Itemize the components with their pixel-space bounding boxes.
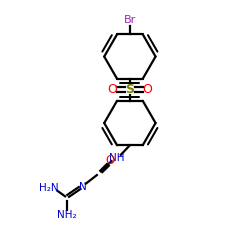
Text: N: N	[79, 182, 87, 192]
Text: NH: NH	[109, 153, 124, 163]
Text: Br: Br	[124, 14, 136, 24]
Text: H₂N: H₂N	[39, 183, 58, 193]
Text: O: O	[142, 83, 152, 96]
Text: S: S	[126, 83, 134, 96]
Text: NH₂: NH₂	[57, 210, 77, 220]
Text: O: O	[107, 83, 117, 96]
Text: O: O	[105, 154, 115, 167]
